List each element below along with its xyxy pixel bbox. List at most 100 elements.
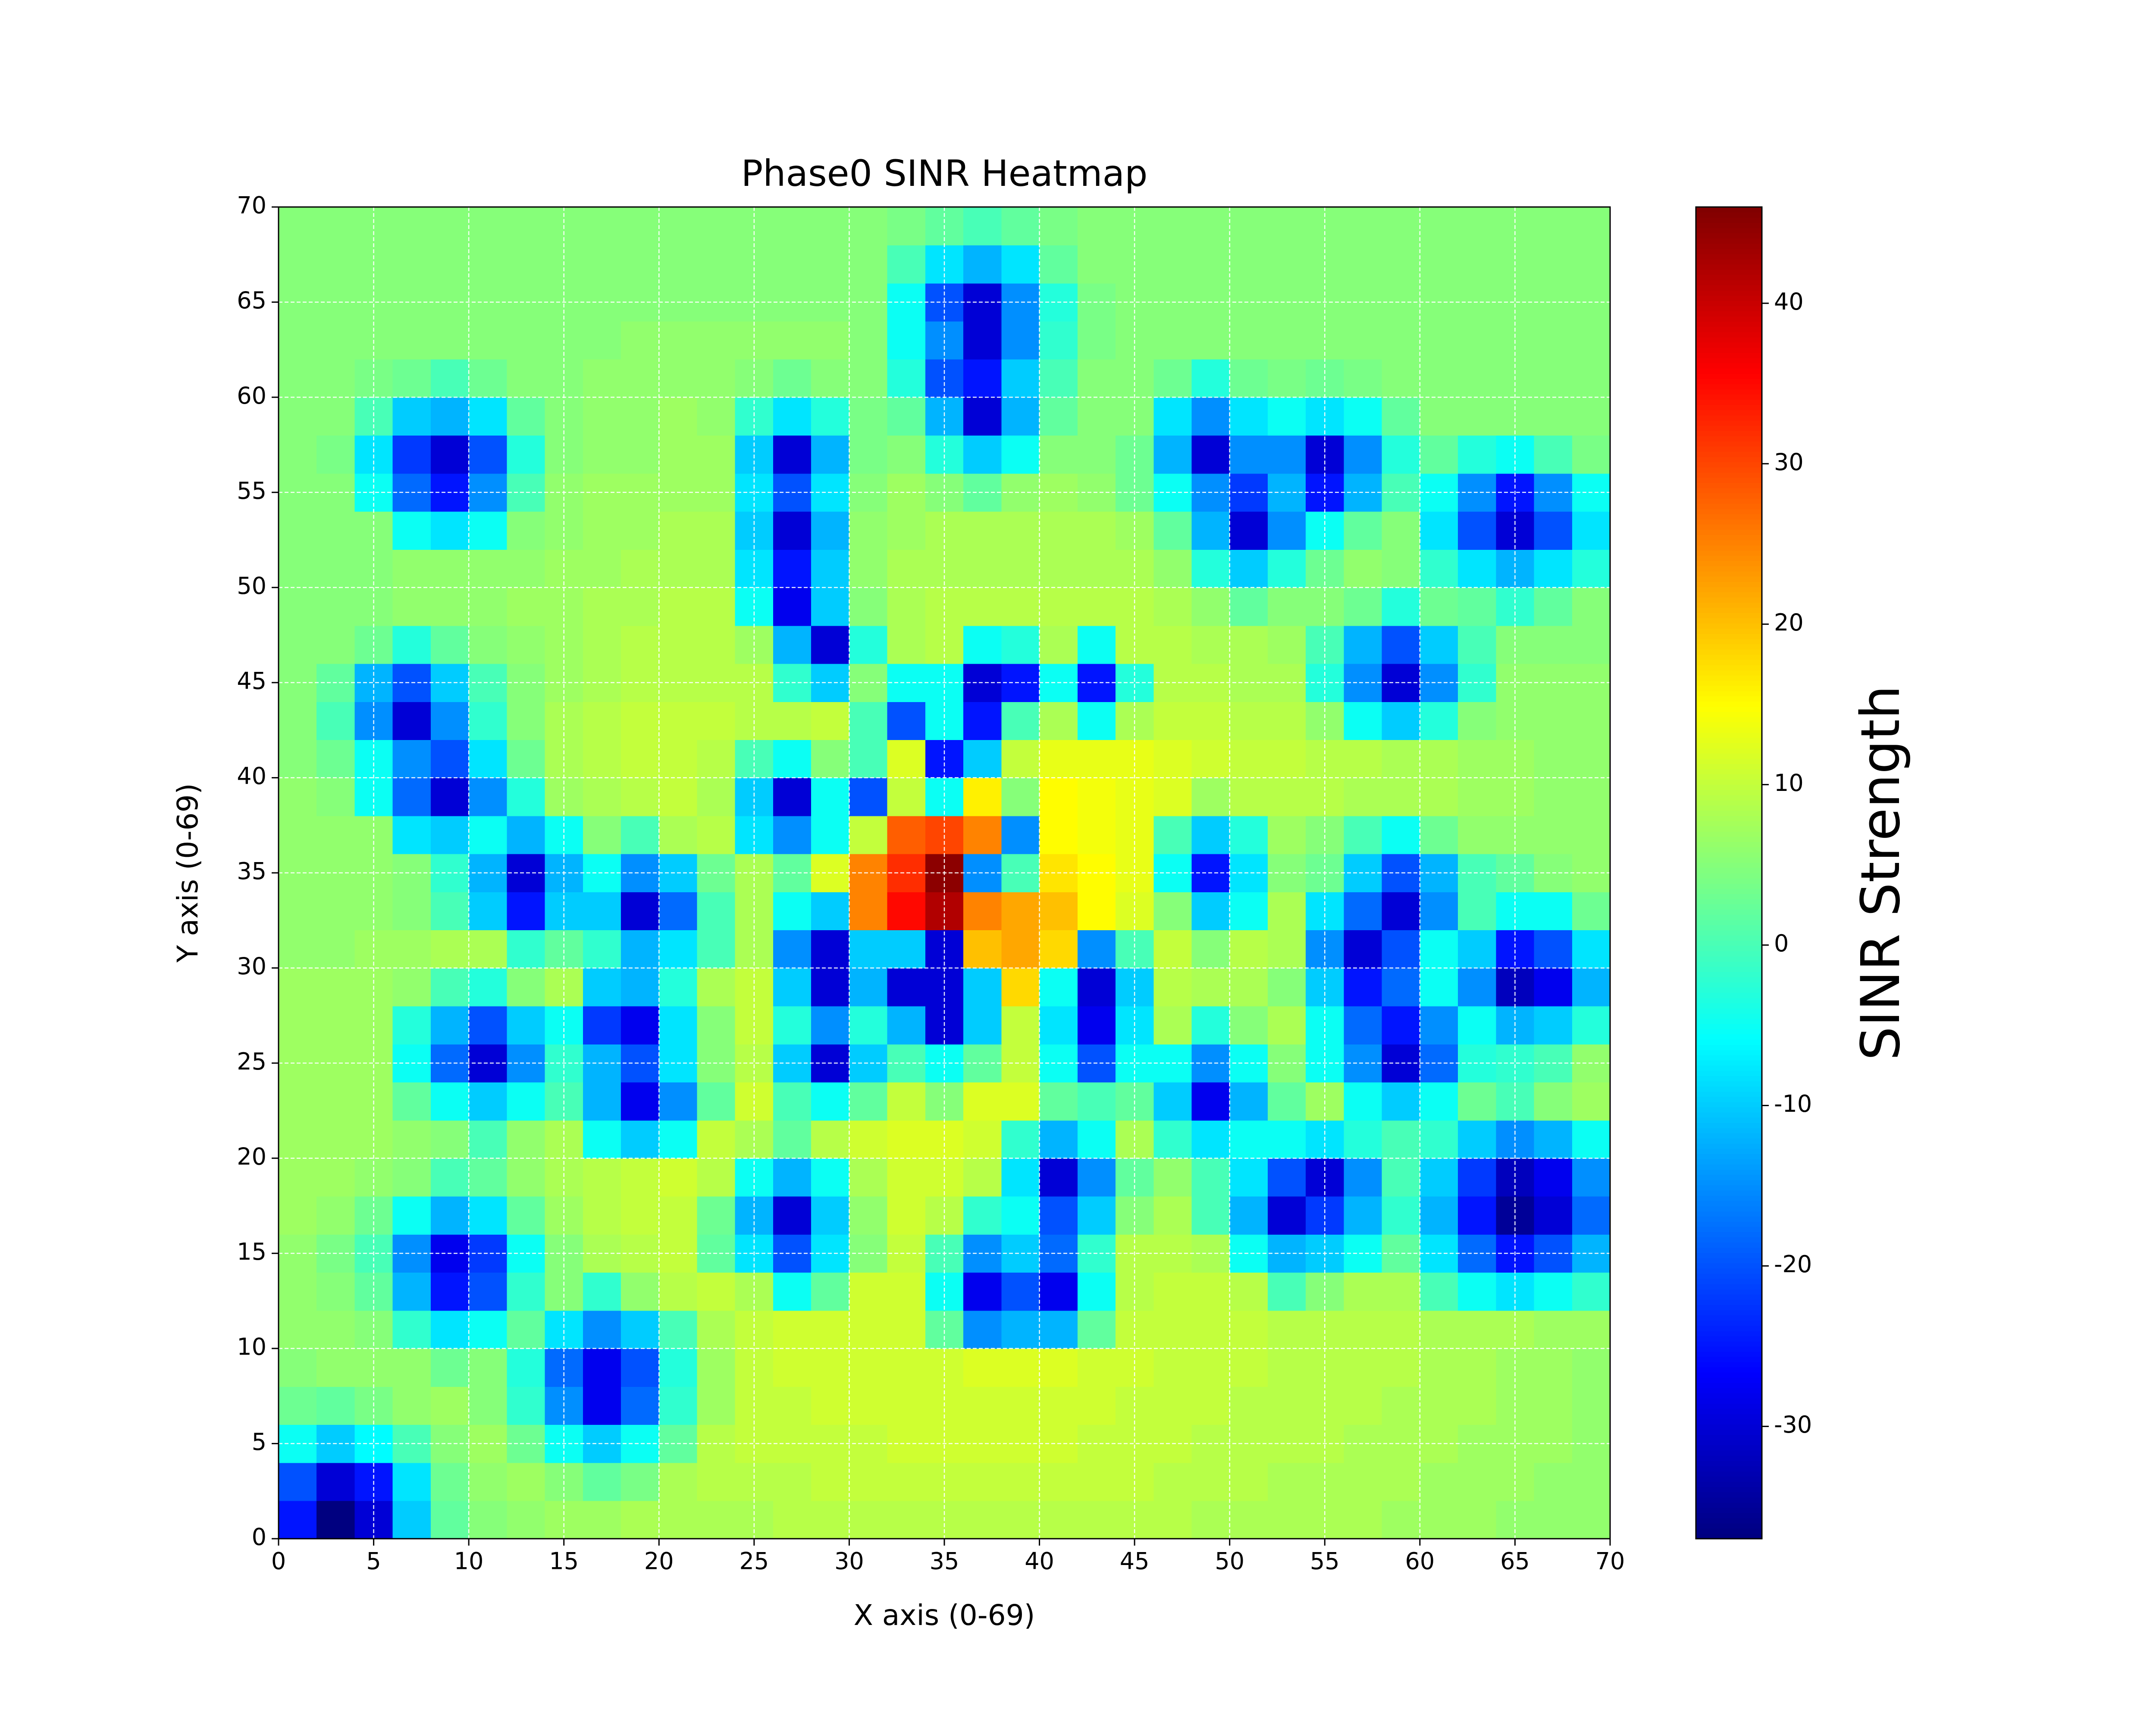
heatmap-cell <box>1001 892 1040 931</box>
heatmap-cell <box>1572 701 1611 740</box>
heatmap-cell <box>279 321 317 360</box>
colorbar-swatch <box>1696 326 1762 332</box>
heatmap-cell <box>773 1006 812 1044</box>
heatmap-cell <box>659 1462 698 1501</box>
colorbar-swatch <box>1696 363 1762 369</box>
heatmap-cell <box>1420 397 1458 436</box>
heatmap-cell <box>392 1082 431 1121</box>
heatmap-cell <box>659 1196 698 1235</box>
heatmap-cell <box>1458 701 1497 740</box>
heatmap-cell <box>963 892 1002 931</box>
heatmap-cell <box>1039 778 1078 816</box>
colorbar-swatch <box>1696 493 1762 499</box>
colorbar-swatch <box>1696 1154 1762 1160</box>
x-tick-label: 15 <box>549 1548 579 1575</box>
heatmap-cell <box>1344 245 1382 284</box>
colorbar-swatch <box>1696 384 1762 389</box>
heatmap-cell <box>811 1006 850 1044</box>
heatmap-cell <box>507 1158 545 1197</box>
heatmap-cell <box>1039 1082 1078 1121</box>
heatmap-cell <box>507 359 545 398</box>
heatmap-cell <box>963 1196 1002 1235</box>
heatmap-cell <box>621 778 660 816</box>
heatmap-cell <box>317 587 355 626</box>
heatmap-cell <box>1191 740 1230 778</box>
heatmap-cell <box>392 1158 431 1197</box>
heatmap-cell <box>1153 701 1192 740</box>
heatmap-cell <box>811 1272 850 1311</box>
heatmap-cell <box>697 321 736 360</box>
colorbar-swatch <box>1696 394 1762 400</box>
heatmap-cell <box>507 245 545 284</box>
heatmap-cell <box>1458 930 1497 969</box>
heatmap-cell <box>1344 587 1382 626</box>
colorbar-swatch <box>1696 1190 1762 1196</box>
colorbar-swatch <box>1696 712 1762 717</box>
heatmap-cell <box>697 1386 736 1425</box>
colorbar-swatch <box>1696 498 1762 504</box>
heatmap-cell <box>279 435 317 474</box>
heatmap-cell <box>1191 397 1230 436</box>
heatmap-cell <box>1572 930 1611 969</box>
heatmap-cell <box>583 359 621 398</box>
x-tick-label: 20 <box>644 1548 674 1575</box>
heatmap-cell <box>279 245 317 284</box>
heatmap-cell <box>1382 1386 1420 1425</box>
heatmap-cell <box>1458 1082 1497 1121</box>
heatmap-cell <box>1191 587 1230 626</box>
heatmap-cell <box>811 1462 850 1501</box>
heatmap-cell <box>469 397 508 436</box>
heatmap-cell <box>621 435 660 474</box>
heatmap-cell <box>1267 1310 1306 1349</box>
heatmap-cell <box>430 1272 469 1311</box>
heatmap-cell <box>1534 511 1573 550</box>
heatmap-cell <box>1229 321 1268 360</box>
heatmap-cell <box>1458 740 1497 778</box>
colorbar-swatch <box>1696 290 1762 296</box>
colorbar-swatch <box>1696 436 1762 442</box>
heatmap-cell <box>849 815 888 854</box>
heatmap-cell <box>583 511 621 550</box>
heatmap-cell <box>773 1158 812 1197</box>
heatmap-cell <box>1572 1272 1611 1311</box>
heatmap-cell <box>1229 549 1268 588</box>
heatmap-cell <box>849 359 888 398</box>
y-tick-label: 10 <box>237 1333 266 1360</box>
heatmap-cell <box>317 1082 355 1121</box>
heatmap-cell <box>887 1500 926 1539</box>
heatmap-cell <box>1153 245 1192 284</box>
heatmap-cell <box>1153 1348 1192 1387</box>
heatmap-cell <box>887 778 926 816</box>
colorbar-swatch <box>1696 1502 1762 1508</box>
heatmap-cell <box>1572 549 1611 588</box>
heatmap-cell <box>811 740 850 778</box>
colorbar-swatch <box>1696 1226 1762 1233</box>
heatmap-cell <box>583 321 621 360</box>
heatmap-cell <box>1229 1120 1268 1159</box>
heatmap-cell <box>1534 1386 1573 1425</box>
y-tick-label: 35 <box>237 858 266 885</box>
colorbar-swatch <box>1696 1216 1762 1222</box>
heatmap-cell <box>279 968 317 1007</box>
heatmap-cell <box>1191 1082 1230 1121</box>
heatmap-cell <box>317 1272 355 1311</box>
heatmap-cell <box>621 625 660 664</box>
heatmap-cell <box>392 245 431 284</box>
heatmap-cell <box>1229 587 1268 626</box>
heatmap-cell <box>659 892 698 931</box>
heatmap-cell <box>1344 511 1382 550</box>
colorbar-swatch <box>1696 1023 1762 1029</box>
heatmap-cell <box>849 435 888 474</box>
heatmap-cell <box>1077 968 1116 1007</box>
colorbar-swatch <box>1696 1481 1762 1487</box>
colorbar-swatch <box>1696 1289 1762 1295</box>
colorbar-swatch <box>1696 1367 1762 1373</box>
heatmap-cell <box>621 1006 660 1044</box>
heatmap-cell <box>811 397 850 436</box>
colorbar-swatch <box>1696 727 1762 733</box>
heatmap-cell <box>963 968 1002 1007</box>
heatmap-cell <box>1001 1272 1040 1311</box>
heatmap-cell <box>1039 435 1078 474</box>
heatmap-cell <box>1153 1500 1192 1539</box>
heatmap-cell <box>1458 359 1497 398</box>
